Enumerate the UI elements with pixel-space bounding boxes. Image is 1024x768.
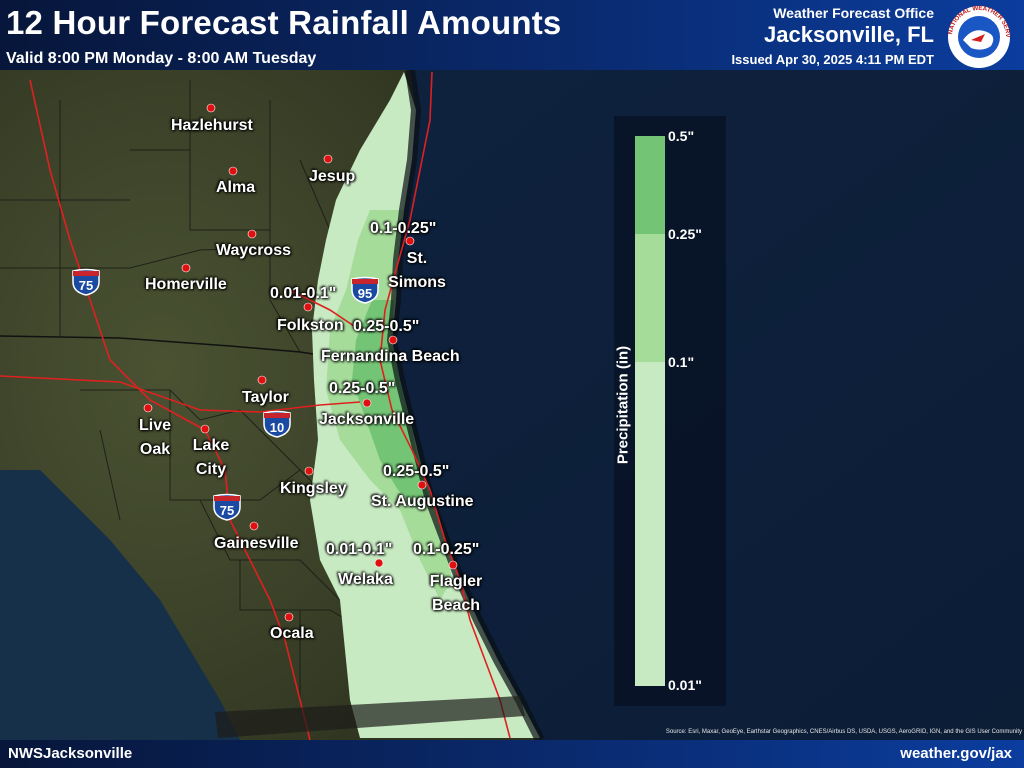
- city-label-taylor: Taylor: [242, 389, 289, 406]
- city-label-gainesville: Gainesville: [214, 535, 299, 552]
- interstate-95-shield: 95: [351, 276, 379, 304]
- amount-label-folkston: 0.01-0.1": [270, 285, 337, 302]
- issued-time: Issued Apr 30, 2025 4:11 PM EDT: [731, 52, 934, 67]
- legend-tick-0.01: 0.01": [668, 677, 702, 693]
- city-label-flagler-beach: Flagler Beach: [429, 573, 483, 614]
- page-title: 12 Hour Forecast Rainfall Amounts: [6, 4, 562, 41]
- gulf-water: [0, 470, 240, 740]
- amount-label-st-augustine: 0.25-0.5": [383, 463, 450, 480]
- city-label-waycross: Waycross: [216, 242, 291, 259]
- amount-label-jacksonville: 0.25-0.5": [329, 380, 396, 397]
- amount-label-fernandina: 0.25-0.5": [353, 318, 420, 335]
- amount-label-welaka: 0.01-0.1": [326, 541, 393, 558]
- city-label-alma: Alma: [216, 179, 256, 196]
- city-label-st-augustine: St. Augustine: [371, 493, 474, 510]
- legend-panel: [614, 116, 726, 706]
- header-bar: [0, 0, 1024, 70]
- footer-website[interactable]: weather.gov/jax: [900, 745, 1012, 762]
- svg-text:75: 75: [79, 278, 93, 293]
- city-label-hazlehurst: Hazlehurst: [171, 117, 253, 134]
- city-label-folkston: Folkston: [277, 317, 344, 334]
- footer-handle[interactable]: NWSJacksonville: [8, 745, 133, 762]
- city-label-st-simons: St. Simons: [388, 250, 446, 291]
- legend-swatch-0.1-0.25: [635, 234, 665, 362]
- interstate-75-shield-north: 75: [72, 268, 100, 296]
- nws-logo: NATIONAL WEATHER SERVICE: [941, 4, 1011, 68]
- legend-swatch-0.25-0.5: [635, 136, 665, 234]
- svg-text:10: 10: [270, 420, 284, 435]
- coastline: [386, 69, 545, 743]
- image-seam: [215, 696, 525, 738]
- city-label-jesup: Jesup: [309, 168, 356, 185]
- interstate-10-shield: 10: [263, 410, 291, 438]
- interstate-75-shield-south: 75: [213, 493, 241, 521]
- legend-title: Precipitation (in): [614, 345, 632, 465]
- city-label-lake-city: Lake City: [192, 437, 230, 478]
- highways: [0, 71, 511, 741]
- city-label-homerville: Homerville: [145, 276, 227, 293]
- valid-period: Valid 8:00 PM Monday - 8:00 AM Tuesday: [6, 50, 317, 67]
- amount-label-st-simons: 0.1-0.25": [370, 220, 437, 237]
- office-city: Jacksonville, FL: [764, 22, 934, 47]
- footer-bar: [0, 740, 1024, 768]
- city-label-live-oak: Live Oak: [138, 417, 171, 458]
- legend-tick-0.5: 0.5": [668, 128, 695, 144]
- map-source-credit: Source: Esri, Maxar, GeoEye, Earthstar G…: [665, 729, 1022, 735]
- office-label: Weather Forecast Office: [773, 5, 934, 21]
- city-label-kingsley: Kingsley: [280, 480, 347, 497]
- city-label-welaka: Welaka: [338, 571, 393, 588]
- amount-label-flagler: 0.1-0.25": [413, 541, 480, 558]
- city-label-ocala: Ocala: [270, 625, 314, 642]
- legend-tick-0.1: 0.1": [668, 354, 695, 370]
- legend-tick-0.25: 0.25": [668, 226, 702, 242]
- city-label-jacksonville: Jacksonville: [319, 411, 415, 428]
- city-label-fernandina-beach: Fernandina Beach: [321, 348, 460, 365]
- svg-text:95: 95: [358, 286, 372, 301]
- legend-swatch-0.01-0.1: [635, 362, 665, 686]
- logo-bolt: [971, 34, 985, 42]
- svg-text:75: 75: [220, 503, 234, 518]
